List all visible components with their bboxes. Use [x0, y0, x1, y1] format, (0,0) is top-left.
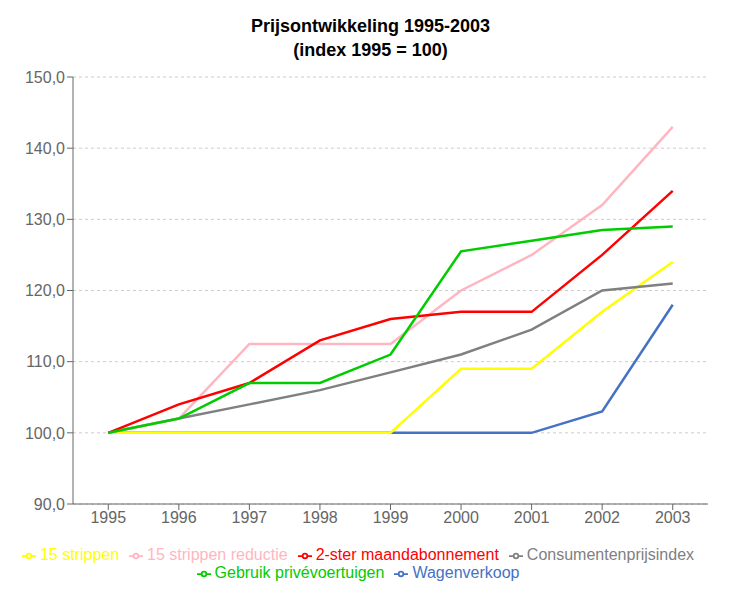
svg-text:120,0: 120,0	[25, 282, 65, 299]
html-text:15 strippen reductie: 15 strippen reductie	[147, 546, 288, 563]
html-text:(index 1995 = 100): (index 1995 = 100)	[293, 40, 448, 60]
svg-text:2002: 2002	[584, 509, 620, 526]
svg-text:140,0: 140,0	[25, 140, 65, 157]
svg-text:1999: 1999	[373, 509, 409, 526]
svg-text:150,0: 150,0	[25, 69, 65, 86]
svg-text:100,0: 100,0	[25, 425, 65, 442]
html-text:2-ster maandabonnement: 2-ster maandabonnement	[315, 546, 499, 563]
svg-text:1997: 1997	[232, 509, 268, 526]
html-text:15 strippen: 15 strippen	[39, 546, 120, 563]
svg-text:130,0: 130,0	[25, 211, 65, 228]
svg-text:1996: 1996	[161, 509, 197, 526]
svg-text:1995: 1995	[90, 509, 126, 526]
html-text:Consumentenprijsindex: Consumentenprijsindex	[526, 546, 695, 563]
svg-text:90,0: 90,0	[34, 496, 65, 513]
svg-text:2000: 2000	[443, 509, 479, 526]
html-text:Gebruik privévoertuigen: Gebruik privévoertuigen	[214, 564, 385, 581]
svg-text:2003: 2003	[655, 509, 691, 526]
html-text:Wagenverkoop: Wagenverkoop	[412, 564, 520, 581]
svg-text:2001: 2001	[514, 509, 550, 526]
html-text:Prijsontwikkeling 1995-2003: Prijsontwikkeling 1995-2003	[250, 16, 491, 36]
svg-text:110,0: 110,0	[26, 353, 65, 370]
svg-text:1998: 1998	[302, 509, 338, 526]
